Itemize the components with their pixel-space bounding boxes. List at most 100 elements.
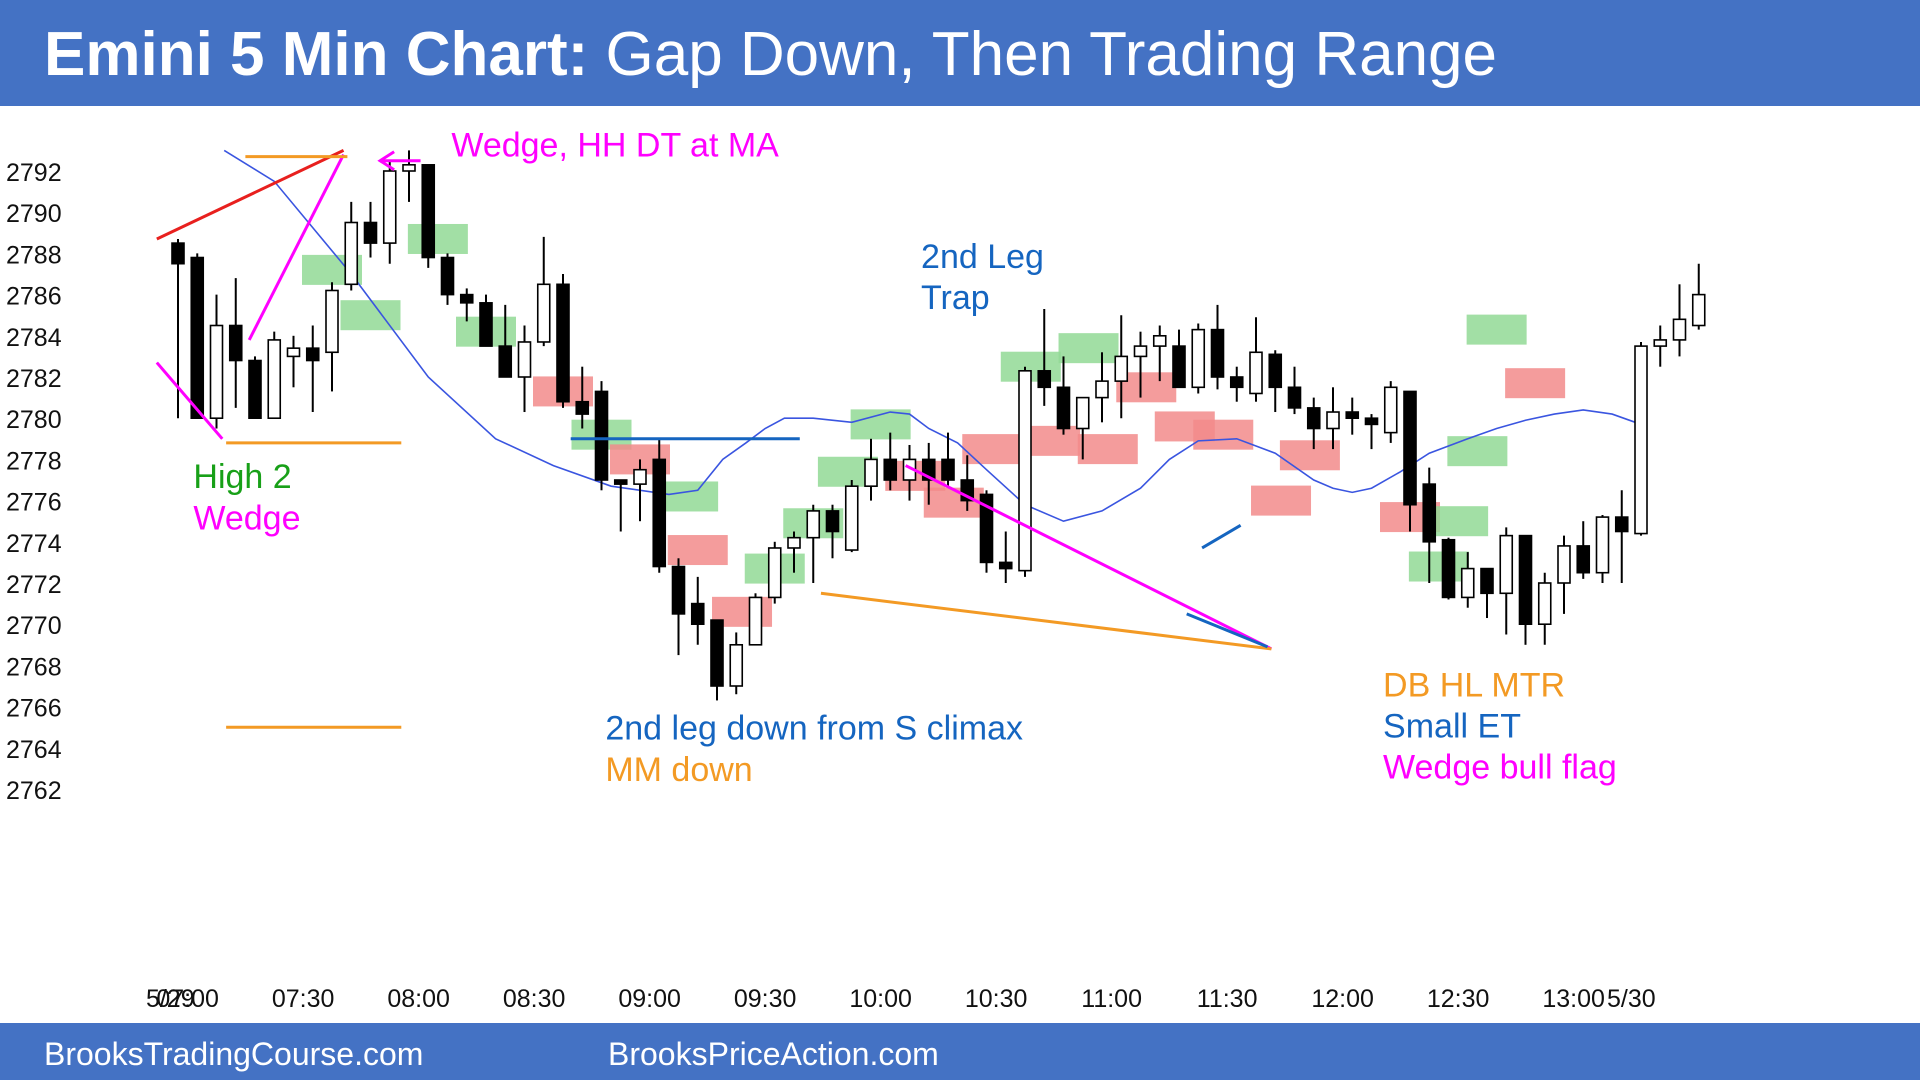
x-tick-label: 09:30 [734, 985, 797, 1013]
bull-candle [1537, 582, 1552, 626]
bear-candle [613, 479, 628, 485]
bull-signal-box [658, 481, 719, 512]
chart-annotation: Wedge, HH DT at MA [451, 127, 779, 165]
bull-candle [1460, 567, 1475, 599]
bull-candle [633, 468, 647, 485]
y-tick-label: 2780 [6, 406, 62, 434]
y-tick-label: 2768 [6, 653, 62, 681]
bear-candle [1422, 483, 1437, 543]
bull-candle [1095, 380, 1109, 399]
footer-link-trading-course[interactable]: BrooksTradingCourse.com [44, 1036, 424, 1072]
bear-signal-box [1279, 440, 1340, 471]
bull-candle [748, 596, 763, 646]
y-tick-label: 2790 [6, 200, 62, 228]
bull-candle [1383, 386, 1398, 434]
bear-candle [440, 256, 455, 296]
bull-candle [1634, 345, 1648, 535]
bear-candle [1480, 567, 1494, 595]
bull-candle [1114, 355, 1129, 382]
page-title-rest: Gap Down, Then Trading Range [588, 20, 1498, 89]
blue-trend-line [1186, 612, 1269, 649]
bull-candle [787, 536, 801, 549]
bull-signal-box [1447, 436, 1508, 467]
bear-candle [1614, 516, 1629, 533]
magenta-trend-line [247, 153, 345, 341]
chart-annotation: 2nd leg down from S climax [605, 710, 1023, 748]
bear-candle [479, 302, 493, 347]
bear-candle [498, 345, 513, 378]
bull-signal-box [1466, 314, 1527, 345]
orange-trend-line [820, 591, 1272, 651]
chart-annotation: Small ET [1383, 708, 1521, 746]
bull-candle [1326, 411, 1340, 430]
page-title: Emini 5 Min Chart: Gap Down, Then Tradin… [44, 18, 1497, 92]
x-tick-label: 12:30 [1427, 985, 1490, 1013]
bear-candle [556, 283, 570, 403]
y-tick-label: 2782 [6, 365, 62, 393]
bear-signal-box [962, 434, 1023, 465]
bear-candle [1345, 411, 1360, 419]
bull-candle [806, 510, 821, 539]
bull-candle [864, 458, 878, 487]
y-tick-label: 2766 [6, 695, 62, 723]
bull-candle [209, 324, 224, 419]
bear-candle [825, 510, 840, 533]
x-tick-label: 10:30 [965, 985, 1028, 1013]
bear-candle [1229, 376, 1244, 389]
bear-candle [1056, 386, 1071, 430]
bear-signal-box [1505, 368, 1566, 399]
bull-candle [844, 485, 859, 551]
chart-annotation: Wedge [193, 499, 300, 537]
bear-candle [710, 619, 724, 687]
bull-candle [325, 289, 339, 354]
bear-candle [1441, 538, 1456, 599]
chart-annotation: 2nd Leg [921, 238, 1044, 276]
y-tick-label: 2792 [6, 159, 62, 187]
magenta-trend-line [904, 464, 1273, 651]
title-bar: Emini 5 Min Chart: Gap Down, Then Tradin… [0, 0, 1920, 106]
bull-signal-box [340, 300, 401, 331]
bear-candle [228, 324, 243, 362]
x-tick-label: 13:00 [1542, 985, 1605, 1013]
bull-candle [344, 221, 359, 286]
bull-signal-box [407, 223, 468, 254]
bear-candle [998, 561, 1013, 570]
bear-candle [1306, 407, 1321, 430]
bear-signal-box [1251, 485, 1312, 516]
bull-candle [517, 341, 532, 378]
bull-candle [1499, 534, 1514, 595]
bull-candle [1018, 370, 1032, 572]
x-tick-label: 5/29 [146, 985, 195, 1013]
blue-trend-line [1201, 524, 1242, 550]
y-axis: 2762 2764 2766 2768 2770 2772 2774 2776 2778 2780… [6, 159, 62, 805]
bear-candle [1576, 545, 1591, 574]
bear-candle [421, 164, 436, 259]
y-tick-label: 2788 [6, 241, 62, 269]
bear-candle [171, 242, 185, 265]
x-tick-label: 08:30 [503, 985, 566, 1013]
bear-candle [1268, 353, 1283, 389]
bull-candle [1653, 339, 1668, 347]
x-tick-label: 11:00 [1081, 985, 1142, 1013]
x-tick-label: 11:30 [1197, 985, 1258, 1013]
bull-signal-box [1058, 333, 1119, 364]
chart-annotation: Trap [921, 279, 990, 317]
bull-candle [729, 643, 744, 687]
chart-annotation: Wedge bull flag [1383, 749, 1617, 787]
bull-candle [382, 170, 397, 244]
x-tick-label: 10:00 [849, 985, 912, 1013]
bear-candle [594, 390, 609, 481]
bear-candle [1403, 390, 1417, 506]
y-tick-label: 2770 [6, 612, 62, 640]
bear-signal-box [667, 535, 728, 566]
bear-candle [671, 565, 686, 615]
bear-signal-box [923, 487, 984, 518]
bear-candle [459, 293, 474, 304]
bear-candle [1518, 534, 1533, 625]
bear-candle [979, 493, 994, 564]
magenta-trend-line [155, 361, 224, 440]
footer-link-price-action[interactable]: BrooksPriceAction.com [608, 1036, 939, 1072]
bear-candle [363, 221, 378, 244]
bull-candle [286, 347, 301, 358]
